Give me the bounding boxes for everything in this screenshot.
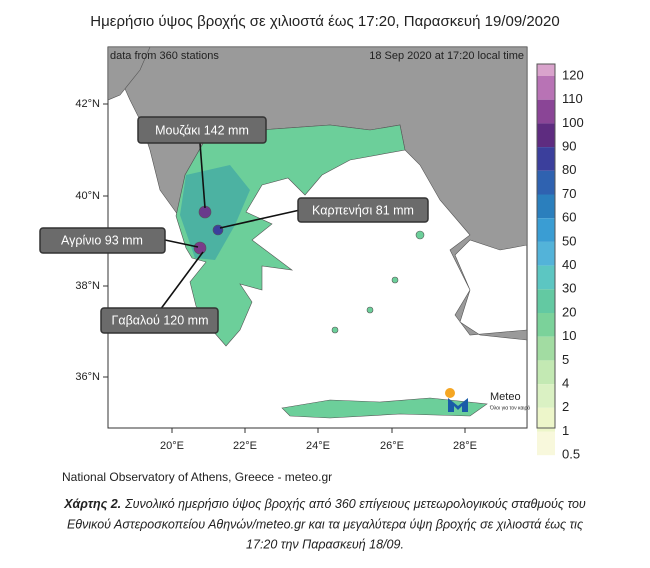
colorbar-label: 4 <box>562 376 569 391</box>
note-left: data from 360 stations <box>110 50 219 62</box>
logo-tagline: Όλοι για τον καιρό <box>489 404 530 411</box>
lon-label: 20°E <box>160 440 184 452</box>
title: Ημερήσιο ύψος βροχής σε χιλιοστά έως 17:… <box>90 13 559 30</box>
callout: Μουζάκι 142 mm <box>137 116 267 209</box>
callout-label: Αγρίνιο 93 mm <box>61 233 143 247</box>
colorbar-segment <box>537 289 555 313</box>
colorbar-segment <box>537 360 555 385</box>
caption-line: Χάρτης 2. Συνολικό ημερήσιο ύψος βροχής α… <box>63 497 586 511</box>
crete <box>281 397 488 419</box>
colorbar-segment <box>537 265 555 290</box>
lat-label: 38°N <box>75 280 100 292</box>
colorbar-label: 0.5 <box>562 447 580 462</box>
colorbar-label: 2 <box>562 399 569 414</box>
colorbar-label: 50 <box>562 233 576 248</box>
lat-label: 40°N <box>75 190 100 202</box>
colorbar-segment <box>537 99 555 124</box>
colorbar-label: 90 <box>562 139 576 154</box>
caption-text: Συνολικό ημερήσιο ύψος βροχής από 360 επ… <box>124 497 586 511</box>
callout-label: Γαβαλού 120 mm <box>111 313 208 327</box>
colorbar-segment <box>537 218 555 242</box>
colorbar-segment <box>537 384 555 408</box>
rain-spot <box>212 224 224 236</box>
colorbar-label: 120 <box>562 67 584 82</box>
caption-label: Χάρτης 2. <box>63 497 121 511</box>
logo-name: Meteo <box>490 391 521 403</box>
footer: National Observatory of Athens, Greece -… <box>62 470 332 484</box>
lon-label: 26°E <box>380 440 404 452</box>
lat-label: 36°N <box>75 371 100 383</box>
colorbar-label: 5 <box>562 352 569 367</box>
island <box>415 230 425 240</box>
logo-sun <box>445 388 455 398</box>
colorbar-segment <box>537 407 555 432</box>
map: data from 360 stations 18 Sep 2020 at 17… <box>39 46 530 452</box>
colorbar-segment <box>537 170 555 195</box>
callout: Γαβαλού 120 mm <box>100 251 219 334</box>
colorbar-segment <box>537 123 555 148</box>
colorbar: 120 110 100 90 80 70 60 50 40 30 20 10 5 4 2 1 0.5 <box>536 63 584 462</box>
rain-west <box>180 165 250 260</box>
colorbar-label: 10 <box>562 328 576 343</box>
rain-spot <box>193 241 207 255</box>
colorbar-segment <box>537 313 555 337</box>
colorbar-segment <box>537 336 555 361</box>
colorbar-segment <box>537 431 555 456</box>
colorbar-segment <box>537 147 555 171</box>
island <box>366 306 374 314</box>
colorbar-label: 30 <box>562 281 576 296</box>
colorbar-label: 80 <box>562 162 576 177</box>
colorbar-label: 110 <box>562 91 583 106</box>
logo: Meteo Όλοι για τον καιρό <box>445 388 530 412</box>
lon-label: 28°E <box>453 440 477 452</box>
colorbar-segment <box>537 64 555 76</box>
lon-label: 22°E <box>233 440 257 452</box>
callout-label: Καρπενήσι 81 mm <box>312 203 414 217</box>
caption: Χάρτης 2. Συνολικό ημερήσιο ύψος βροχής α… <box>63 497 586 551</box>
callout: Καρπενήσι 81 mm <box>219 197 429 229</box>
lon-label: 24°E <box>306 440 330 452</box>
land-gray <box>108 47 527 428</box>
island <box>391 276 399 284</box>
colorbar-segment <box>537 76 555 100</box>
caption-line: Εθνικού Αστεροσκοπείου Αθηνών/meteo.gr κ… <box>67 517 584 531</box>
colorbar-label: 20 <box>562 304 576 319</box>
callout-label: Μουζάκι 142 mm <box>155 123 249 137</box>
note-right: 18 Sep 2020 at 17:20 local time <box>369 50 524 62</box>
colorbar-segment <box>537 194 555 219</box>
lat-label: 42°N <box>75 98 100 110</box>
colorbar-segment <box>537 241 555 266</box>
colorbar-label: 100 <box>562 115 584 130</box>
colorbar-frame <box>536 63 556 429</box>
land-italy <box>108 47 151 101</box>
callout: Αγρίνιο 93 mm <box>39 227 199 254</box>
caption-line: 17:20 την Παρασκευή 18/09. <box>246 537 404 551</box>
logo-icon <box>448 398 468 412</box>
colorbar-label: 40 <box>562 257 576 272</box>
island <box>331 326 339 334</box>
colorbar-label: 70 <box>562 186 576 201</box>
colorbar-label: 60 <box>562 210 576 225</box>
colorbar-label: 1 <box>562 423 569 438</box>
